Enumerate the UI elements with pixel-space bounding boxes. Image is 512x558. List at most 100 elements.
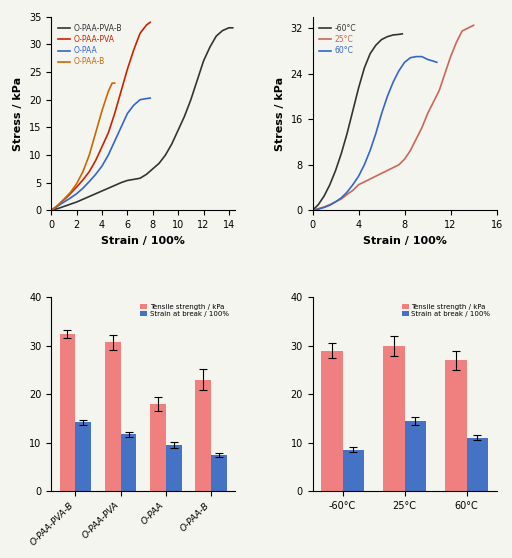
60°C — [430, 58, 436, 65]
O-PAA-PVA-B — [226, 25, 232, 31]
25°C — [344, 191, 350, 198]
Bar — [150, 404, 166, 491]
O-PAA — [137, 97, 143, 103]
25°C — [350, 187, 356, 194]
25°C — [367, 176, 373, 182]
O-PAA-PVA — [52, 204, 58, 211]
25°C — [332, 199, 338, 205]
25°C — [390, 164, 396, 171]
O-PAA-PVA — [63, 194, 70, 201]
O-PAA — [99, 163, 105, 170]
O-PAA-PVA-B — [86, 193, 92, 200]
O-PAA-PVA-B — [175, 127, 181, 133]
O-PAA-PVA — [86, 169, 92, 175]
Line: -60°C: -60°C — [312, 34, 402, 210]
O-PAA-PVA-B — [213, 33, 219, 40]
25°C — [396, 161, 402, 168]
60°C — [378, 110, 385, 117]
O-PAA-PVA-B — [156, 160, 162, 167]
Bar — [121, 435, 137, 491]
Legend: O-PAA-PVA-B, O-PAA-PVA, O-PAA, O-PAA-B: O-PAA-PVA-B, O-PAA-PVA, O-PAA, O-PAA-B — [55, 21, 125, 70]
O-PAA — [80, 185, 86, 191]
O-PAA-PVA — [143, 22, 150, 28]
O-PAA-B — [99, 108, 105, 114]
O-PAA-PVA — [137, 30, 143, 37]
Line: 25°C: 25°C — [312, 25, 474, 210]
O-PAA-B — [93, 129, 99, 136]
-60°C — [332, 167, 338, 174]
25°C — [373, 173, 379, 180]
60°C — [315, 206, 322, 213]
60°C — [407, 54, 413, 61]
25°C — [315, 205, 322, 212]
60°C — [401, 59, 408, 66]
Bar — [466, 438, 488, 491]
25°C — [424, 110, 431, 117]
25°C — [407, 147, 413, 154]
-60°C — [396, 31, 402, 38]
25°C — [385, 167, 391, 174]
-60°C — [315, 201, 322, 208]
60°C — [385, 93, 391, 100]
O-PAA-B — [112, 80, 118, 86]
25°C — [471, 22, 477, 28]
O-PAA-B — [86, 152, 92, 158]
O-PAA-PVA-B — [93, 190, 99, 197]
O-PAA-B — [80, 169, 86, 175]
25°C — [453, 39, 459, 46]
O-PAA — [105, 152, 112, 158]
O-PAA-PVA — [118, 88, 124, 95]
O-PAA-PVA-B — [181, 113, 187, 119]
Line: O-PAA-B: O-PAA-B — [51, 83, 115, 210]
-60°C — [378, 36, 385, 43]
Bar — [75, 422, 91, 491]
X-axis label: Strain / 100%: Strain / 100% — [362, 235, 446, 246]
O-PAA-PVA-B — [80, 196, 86, 203]
O-PAA-B — [109, 80, 115, 86]
O-PAA-B — [74, 180, 80, 187]
-60°C — [327, 181, 333, 188]
O-PAA-PVA-B — [150, 166, 156, 172]
Legend: -60°C, 25°C, 60°C: -60°C, 25°C, 60°C — [316, 21, 359, 58]
O-PAA — [147, 95, 153, 102]
Bar — [383, 346, 404, 491]
O-PAA-PVA-B — [105, 185, 112, 191]
60°C — [355, 173, 361, 180]
Y-axis label: Stress / kPa: Stress / kPa — [13, 76, 24, 151]
O-PAA-PVA-B — [61, 203, 67, 210]
-60°C — [361, 65, 368, 71]
O-PAA-PVA-B — [194, 77, 200, 84]
25°C — [430, 99, 436, 105]
O-PAA-PVA-B — [67, 201, 73, 208]
O-PAA-PVA-B — [99, 187, 105, 194]
Bar — [105, 343, 121, 491]
60°C — [419, 53, 425, 60]
-60°C — [355, 85, 361, 92]
O-PAA-PVA-B — [124, 177, 131, 184]
O-PAA — [86, 178, 92, 185]
O-PAA — [52, 205, 58, 211]
O-PAA — [61, 199, 67, 205]
O-PAA-PVA — [48, 207, 54, 214]
Bar — [343, 450, 365, 491]
O-PAA-PVA — [59, 198, 66, 204]
-60°C — [373, 42, 379, 49]
O-PAA-PVA — [112, 110, 118, 117]
O-PAA-PVA — [80, 176, 86, 183]
-60°C — [321, 193, 327, 199]
O-PAA-B — [61, 196, 67, 203]
25°C — [413, 136, 419, 142]
25°C — [309, 207, 315, 214]
O-PAA-PVA — [105, 129, 112, 136]
60°C — [413, 53, 419, 60]
25°C — [447, 53, 454, 60]
-60°C — [338, 150, 345, 157]
O-PAA-PVA-B — [169, 141, 175, 147]
O-PAA-PVA — [99, 143, 105, 150]
O-PAA — [56, 202, 62, 209]
60°C — [350, 181, 356, 188]
Line: O-PAA: O-PAA — [51, 98, 150, 210]
O-PAA — [143, 95, 150, 102]
Bar — [59, 334, 75, 491]
25°C — [465, 25, 471, 31]
